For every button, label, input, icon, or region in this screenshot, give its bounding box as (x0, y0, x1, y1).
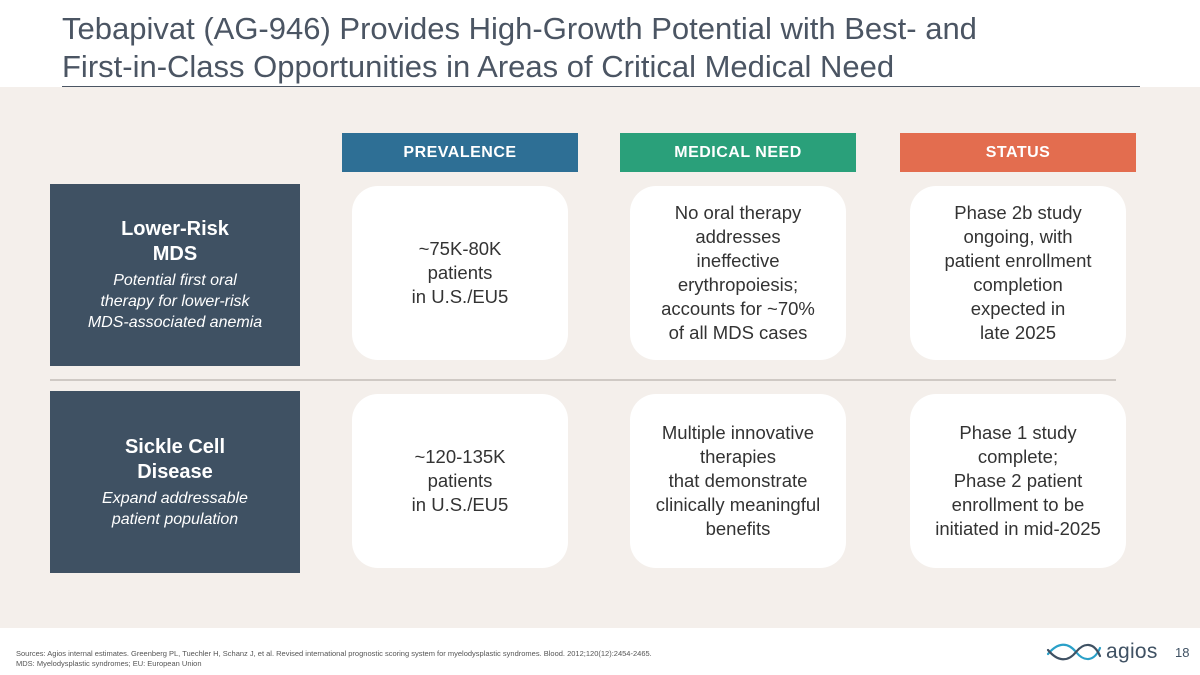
agios-wave-logo-icon (1046, 643, 1102, 661)
column-header-medical-need: MEDICAL NEED (620, 133, 856, 172)
logo-wordmark: agios (1106, 640, 1158, 663)
row-subtitle: Potential first oral therapy for lower-r… (87, 272, 263, 331)
title-divider (62, 86, 1140, 87)
slide-title: Tebapivat (AG-946) Provides High-Growth … (62, 11, 977, 84)
cell-mds-medical-need: No oral therapy addresses ineffective er… (630, 186, 846, 360)
page-number: 18 (1175, 645, 1190, 660)
row-title: Lower-Risk MDS (121, 218, 229, 265)
cell-mds-status: Phase 2b study ongoing, with patient enr… (910, 186, 1126, 360)
cell-scd-medical-need: Multiple innovative therapies that demon… (630, 394, 846, 568)
cell-scd-status: Phase 1 study complete; Phase 2 patient … (910, 394, 1126, 568)
row-title: Sickle Cell Disease (124, 435, 226, 483)
footer-sources: Sources: Agios internal estimates. Green… (16, 649, 652, 668)
column-header-status: STATUS (900, 133, 1136, 172)
cell-scd-prevalence: ~120-135K patients in U.S./EU5 (352, 394, 568, 568)
row-label-sickle-cell-disease: Sickle Cell Disease Expand addressable p… (50, 391, 300, 573)
row-label-lower-risk-mds: Lower-Risk MDS Potential first oral ther… (50, 184, 300, 366)
column-header-prevalence: PREVALENCE (342, 133, 578, 172)
row-divider (50, 379, 1116, 381)
cell-mds-prevalence: ~75K-80K patients in U.S./EU5 (352, 186, 568, 360)
row-subtitle: Expand addressable patient population (102, 489, 248, 528)
agios-logo: agios (1046, 640, 1158, 664)
